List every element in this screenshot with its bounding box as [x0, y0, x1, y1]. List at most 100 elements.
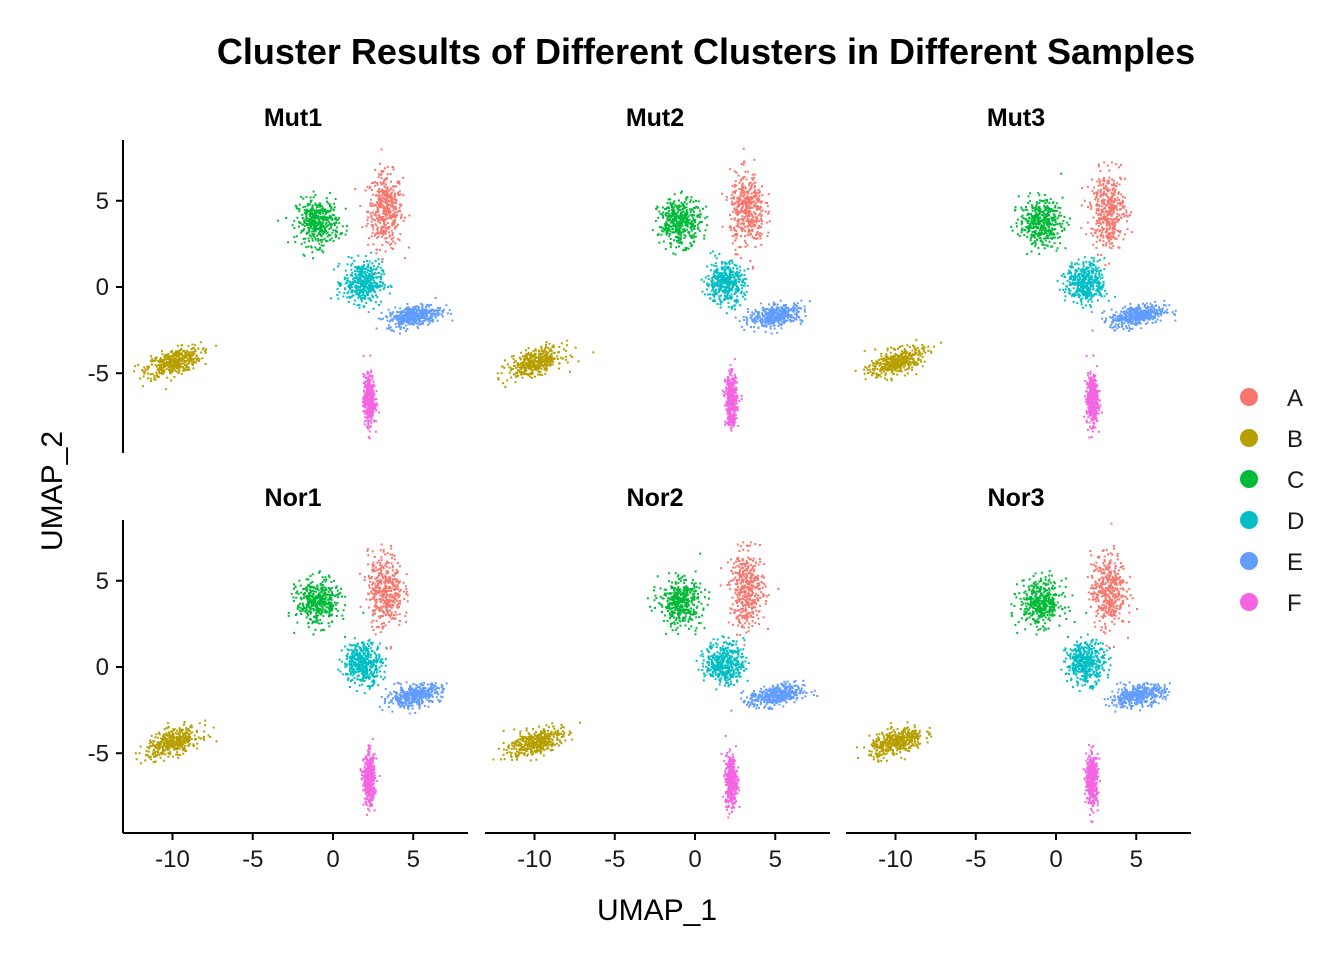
point-F — [367, 376, 370, 379]
point-A — [389, 195, 392, 198]
point-B — [164, 354, 167, 356]
point-A — [379, 203, 382, 206]
point-C — [705, 205, 708, 208]
point-D — [730, 287, 733, 290]
point-A — [749, 181, 752, 184]
point-C — [321, 205, 323, 208]
point-A — [383, 167, 386, 170]
point-B — [178, 358, 181, 361]
point-E — [767, 320, 770, 323]
point-A — [736, 253, 739, 256]
point-D — [709, 252, 712, 255]
point-E — [796, 314, 799, 317]
point-D — [724, 278, 727, 280]
point-C — [323, 215, 326, 218]
point-E — [766, 308, 768, 310]
point-C — [313, 210, 316, 213]
point-C — [683, 201, 686, 204]
point-A — [392, 220, 395, 223]
point-B — [539, 365, 542, 368]
point-C — [312, 213, 315, 216]
point-A — [721, 225, 724, 228]
point-A — [745, 206, 748, 208]
point-A — [765, 221, 768, 224]
point-C — [319, 246, 321, 249]
point-A — [741, 199, 744, 202]
point-E — [743, 319, 746, 321]
point-E — [740, 325, 743, 328]
point-D — [726, 291, 729, 294]
point-E — [780, 318, 782, 320]
point-C — [331, 231, 334, 234]
point-D — [371, 289, 373, 292]
point-A — [372, 228, 375, 231]
point-C — [676, 236, 679, 238]
point-A — [394, 198, 397, 201]
point-B — [191, 343, 194, 346]
point-B — [182, 354, 185, 357]
point-C — [327, 220, 330, 223]
point-E — [399, 318, 402, 321]
point-B — [201, 348, 204, 351]
point-E — [788, 309, 791, 312]
point-F — [736, 408, 739, 411]
point-E — [382, 317, 384, 320]
point-D — [735, 271, 738, 273]
point-E — [769, 318, 772, 320]
point-A — [384, 250, 387, 253]
point-B — [156, 374, 159, 377]
point-C — [344, 233, 347, 236]
point-B — [190, 357, 193, 360]
point-C — [296, 216, 299, 219]
point-E — [773, 312, 776, 315]
point-E — [765, 324, 768, 327]
point-B — [557, 351, 560, 354]
point-C — [319, 211, 322, 214]
point-C — [298, 225, 300, 228]
point-A — [359, 204, 362, 207]
point-A — [752, 224, 755, 227]
point-A — [736, 213, 739, 216]
point-D — [346, 277, 349, 280]
point-D — [711, 277, 713, 280]
point-B — [549, 362, 552, 365]
point-B — [161, 353, 164, 356]
point-A — [398, 190, 401, 193]
point-A — [754, 189, 757, 192]
point-D — [725, 283, 728, 286]
point-D — [346, 292, 349, 295]
point-C — [314, 237, 317, 240]
point-B — [150, 380, 153, 382]
point-D — [734, 272, 737, 275]
point-C — [679, 224, 682, 227]
point-C — [319, 225, 322, 228]
point-C — [684, 235, 687, 238]
point-A — [385, 208, 388, 211]
point-C — [318, 242, 321, 245]
point-E — [780, 327, 783, 330]
point-F — [732, 377, 735, 380]
point-E — [743, 328, 746, 331]
point-D — [358, 303, 361, 306]
point-E — [772, 311, 775, 314]
point-E — [437, 312, 440, 315]
point-B — [147, 372, 149, 375]
point-B — [172, 357, 175, 360]
point-E — [389, 320, 391, 323]
point-B — [188, 360, 190, 363]
point-C — [325, 200, 328, 203]
point-F — [734, 417, 736, 420]
point-D — [358, 281, 361, 284]
point-A — [753, 158, 756, 161]
point-D — [725, 262, 728, 265]
point-D — [359, 286, 362, 289]
point-B — [527, 360, 530, 363]
point-D — [738, 288, 741, 291]
point-D — [735, 274, 738, 277]
point-A — [737, 174, 740, 177]
point-D — [719, 300, 722, 303]
point-C — [321, 217, 324, 220]
point-E — [420, 312, 423, 315]
point-C — [666, 232, 669, 235]
point-D — [382, 282, 384, 285]
